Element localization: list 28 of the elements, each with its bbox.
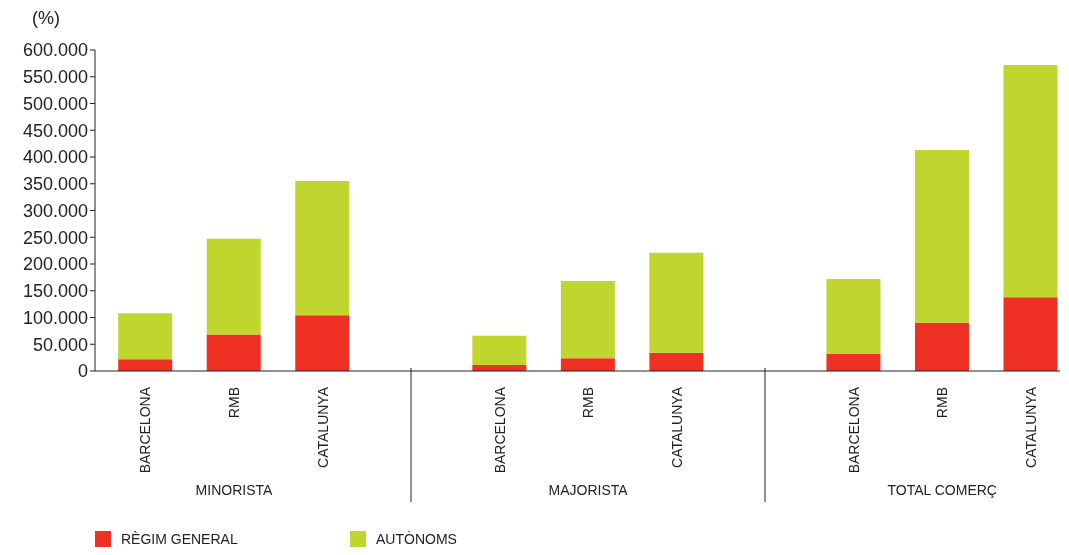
x-tick-label: RMB — [580, 387, 597, 419]
y-tick-label: 450.000 — [22, 120, 88, 141]
text: MAJORISTA — [547, 482, 629, 498]
x-tick-label: BARCELONA — [137, 386, 154, 474]
y-tick-label: 100.000 — [22, 307, 88, 328]
y-tick-label: 200.000 — [22, 254, 88, 275]
y-tick-label: 300.000 — [22, 200, 88, 221]
y-tick-label: 50.000 — [32, 334, 88, 355]
y-tick-label: 500.000 — [22, 93, 88, 114]
x-tick-label: BARCELONA — [845, 386, 862, 474]
x-tick-label: RMB — [226, 387, 242, 419]
text: TOTAL COMERÇ — [886, 482, 998, 498]
text: MINORISTA — [194, 482, 274, 498]
x-tick-label: CATALUNYA — [668, 386, 685, 468]
y-tick-label: 350.000 — [22, 174, 88, 195]
x-tick-label: CATALUNYA — [1022, 386, 1039, 468]
x-tick-label: BARCELONA — [491, 386, 508, 474]
y-tick-label: 400.000 — [22, 147, 88, 168]
y-tick-label: 150.000 — [22, 281, 88, 302]
y-tick-label: 250.000 — [22, 227, 88, 248]
y-tick-label: 0 — [77, 361, 88, 382]
x-tick-label: CATALUNYA — [314, 386, 331, 468]
legend-label: RÈGIM GENERAL — [121, 531, 238, 547]
y-tick-label: 550.000 — [22, 67, 88, 88]
legend-label: AUTÒNOMS — [376, 531, 457, 547]
y-axis-title: (%) — [32, 8, 60, 29]
y-tick-label: 600.000 — [22, 40, 88, 61]
x-tick-label: RMB — [934, 387, 951, 419]
